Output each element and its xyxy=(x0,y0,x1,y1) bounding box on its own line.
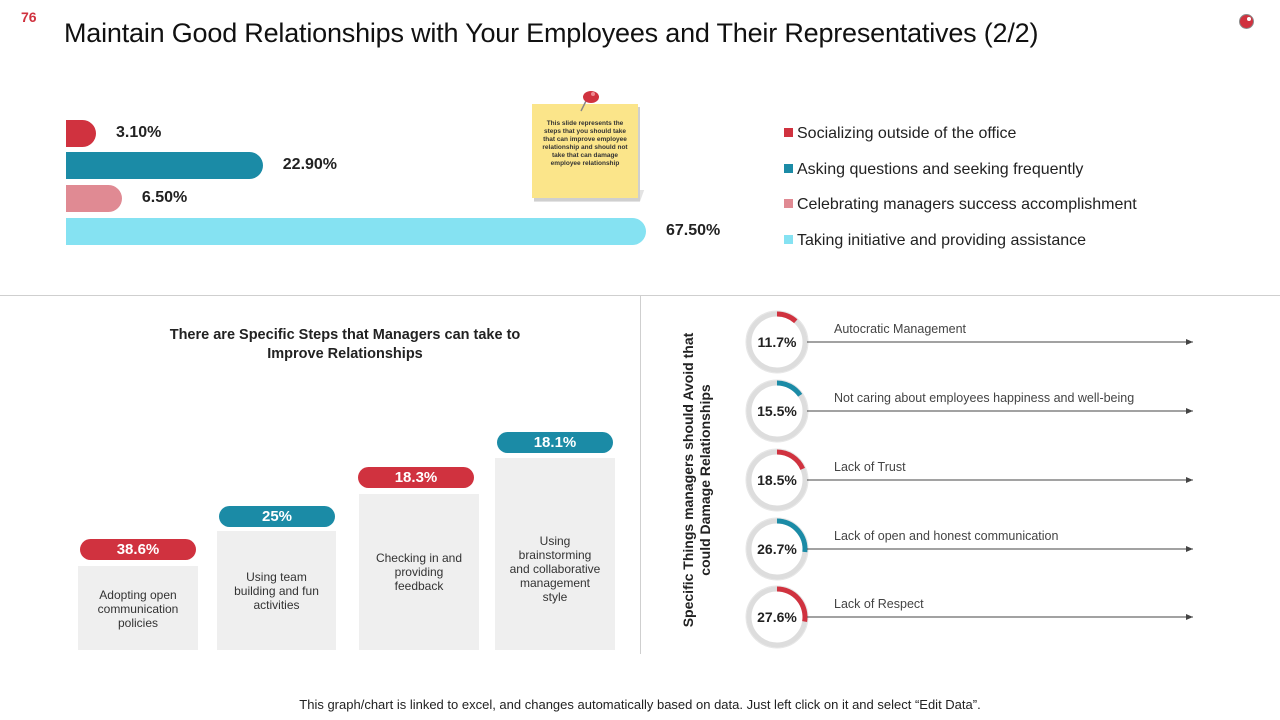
legend-label: Taking initiative and providing assistan… xyxy=(797,231,1087,249)
sticky-note-text: This slide represents the steps that you… xyxy=(542,120,628,167)
hbar-4 xyxy=(66,218,646,245)
step-value-pill: 18.3% xyxy=(358,467,474,488)
legend-item: Taking initiative and providing assistan… xyxy=(784,232,1086,250)
legend-swatch xyxy=(784,163,793,173)
donut-arc-1 xyxy=(776,311,798,324)
donut-value: 26.7% xyxy=(757,541,797,557)
donut-arc-3 xyxy=(776,449,805,471)
steps-chart-title: There are Specific Steps that Managers c… xyxy=(169,327,521,362)
avoid-item-label: Lack of Respect xyxy=(834,597,924,611)
sticky-note xyxy=(532,104,638,198)
donut-value: 18.5% xyxy=(757,472,797,488)
step-label: Using brainstorming and collaborative ma… xyxy=(509,534,601,604)
hbar-value-label: 67.50% xyxy=(666,222,721,239)
step-label: Checking in and providing feedback xyxy=(375,551,463,593)
step-bar-2 xyxy=(217,531,336,650)
horizontal-divider xyxy=(0,295,1280,296)
step-value-pill: 18.1% xyxy=(497,432,613,453)
hbar-3 xyxy=(66,185,122,212)
hbar-value-label: 22.90% xyxy=(282,156,338,173)
donut-arc-4 xyxy=(776,518,808,553)
donut-arc-2 xyxy=(776,380,803,397)
legend-item: Socializing outside of the office xyxy=(784,125,1016,143)
hbar-2 xyxy=(66,152,263,179)
avoid-item-label: Lack of Trust xyxy=(834,460,906,474)
step-value-pill: 25% xyxy=(219,506,335,527)
vertical-divider xyxy=(640,296,641,654)
page-title: Maintain Good Relationships with Your Em… xyxy=(64,18,1039,48)
donut-value: 15.5% xyxy=(757,403,797,419)
legend-swatch xyxy=(784,128,793,137)
step-bar-3 xyxy=(359,494,479,650)
corner-logo-icon xyxy=(1239,14,1254,29)
legend-swatch xyxy=(784,199,793,208)
step-bar-1 xyxy=(78,566,198,650)
legend-label: Asking questions and seeking frequently xyxy=(797,160,1084,178)
donut-value: 11.7% xyxy=(757,334,797,350)
legend-swatch xyxy=(784,234,793,244)
legend-item: Celebrating managers success accomplishm… xyxy=(784,196,1137,214)
step-value-pill: 38.6% xyxy=(80,539,196,560)
legend-label: Socializing outside of the office xyxy=(797,125,1017,142)
push-pin-icon xyxy=(580,91,599,112)
hbar-1 xyxy=(66,120,96,147)
footer-note: This graph/chart is linked to excel, and… xyxy=(299,697,981,712)
step-label: Using team building and fun activities xyxy=(234,570,319,612)
donut-value: 27.6% xyxy=(757,609,797,625)
donut-arc-5 xyxy=(776,586,808,622)
step-bar-4 xyxy=(495,458,615,650)
hbar-value-label: 3.10% xyxy=(116,124,162,141)
legend-item: Asking questions and seeking frequently xyxy=(784,161,1083,179)
avoid-item-label: Autocratic Management xyxy=(834,322,967,336)
step-label: Adopting open communication policies xyxy=(97,588,179,630)
avoid-item-label: Lack of open and honest communication xyxy=(834,529,1059,543)
legend-label: Celebrating managers success accomplishm… xyxy=(797,196,1137,213)
hbar-value-label: 6.50% xyxy=(141,189,188,206)
page-number: 76 xyxy=(21,9,37,25)
avoid-item-label: Not caring about employees happiness and… xyxy=(834,391,1135,405)
